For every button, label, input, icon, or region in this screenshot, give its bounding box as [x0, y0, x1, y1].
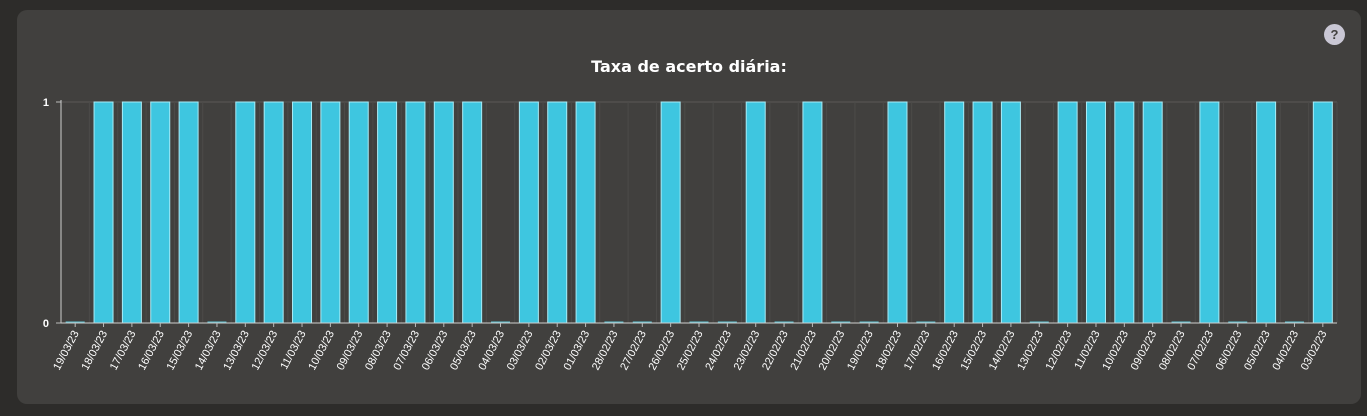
x-tick-label: 03/02/23	[1299, 329, 1330, 372]
x-tick-label: 01/03/23	[562, 329, 593, 372]
x-tick-label: 04/03/23	[476, 329, 507, 372]
bar	[1085, 101, 1106, 324]
x-tick-label: 10/03/23	[306, 329, 337, 372]
help-icon[interactable]: ?	[1324, 24, 1345, 45]
bar	[93, 101, 114, 324]
x-tick-label: 17/03/23	[108, 329, 139, 372]
bar	[377, 101, 398, 324]
bar	[405, 101, 426, 324]
chart-panel: ? Taxa de acerto diária: 0 1 19/03/23 18/03…	[17, 10, 1361, 404]
bar	[518, 101, 539, 324]
bar	[178, 101, 199, 324]
bar	[433, 101, 454, 324]
x-tick-label: 07/02/23	[1185, 329, 1216, 372]
x-tick-label: 06/02/23	[1214, 329, 1245, 372]
y-tick-label: 1	[43, 97, 49, 109]
bar	[1114, 101, 1135, 324]
x-tick-label: 03/03/23	[505, 329, 536, 372]
x-tick-label: 18/02/23	[873, 329, 904, 372]
x-tick-label: 12/02/23	[1044, 329, 1075, 372]
x-tick-label: 09/03/23	[335, 329, 366, 372]
x-tick-label: 05/03/23	[448, 329, 479, 372]
bar	[1312, 101, 1333, 324]
x-tick-label: 14/02/23	[987, 329, 1018, 372]
x-tick-label: 11/02/23	[1072, 329, 1102, 372]
x-tick-label: 04/02/23	[1270, 329, 1301, 372]
bar	[292, 101, 313, 324]
bar	[944, 101, 965, 324]
x-tick-label: 07/03/23	[391, 329, 422, 372]
x-tick-label: 20/02/23	[817, 329, 848, 372]
bar	[660, 101, 681, 324]
bar	[150, 101, 171, 324]
chart-title: Taxa de acerto diária:	[591, 57, 787, 76]
x-tick-label: 21/02/23	[788, 329, 819, 372]
bar	[1256, 101, 1277, 324]
x-tick-label: 16/02/23	[930, 329, 961, 372]
x-tick-label: 05/02/23	[1242, 329, 1273, 372]
bar	[1057, 101, 1078, 324]
bar	[1000, 101, 1021, 324]
x-tick-label: 28/02/23	[590, 329, 621, 372]
x-tick-label: 09/02/23	[1129, 329, 1160, 372]
x-tick-label: 19/02/23	[845, 329, 876, 372]
x-tick-label: 25/02/23	[675, 329, 706, 372]
bar-chart: 0 1 19/03/2318/03/2317/03/2316/03/2315/03/…	[43, 97, 1338, 372]
x-tick-label: 13/03/23	[221, 329, 252, 372]
x-tick-label: 27/02/23	[618, 329, 649, 372]
x-tick-label: 11/03/23	[278, 329, 308, 372]
bar	[348, 101, 369, 324]
axis-layer	[56, 100, 1337, 327]
x-tick-label: 02/03/23	[533, 329, 564, 372]
x-tick-label: 17/02/23	[902, 329, 933, 372]
x-tick-label: 13/02/23	[1015, 329, 1046, 372]
x-tick-label: 06/03/23	[420, 329, 451, 372]
bar	[575, 101, 596, 324]
x-tick-label: 18/03/23	[79, 329, 110, 372]
bar-layer	[65, 101, 1333, 324]
x-tick-label: 19/03/23	[51, 329, 82, 372]
bar	[263, 101, 284, 324]
x-tick-label: 14/03/23	[193, 329, 224, 372]
bar	[802, 101, 823, 324]
x-tick-label: 16/03/23	[136, 329, 167, 372]
x-tick-label: 24/02/23	[703, 329, 734, 372]
bar	[462, 101, 483, 324]
x-tick-label: 26/02/23	[647, 329, 678, 372]
bar	[320, 101, 341, 324]
bar	[235, 101, 256, 324]
x-tick-label: 22/02/23	[760, 329, 791, 372]
x-tick-label: 12/03/23	[250, 329, 281, 372]
bar	[887, 101, 908, 324]
bar	[1142, 101, 1163, 324]
x-tick-label: 15/02/23	[959, 329, 990, 372]
bar	[547, 101, 568, 324]
x-tick-label: 15/03/23	[165, 329, 196, 372]
y-tick-label: 0	[43, 318, 49, 330]
bar	[121, 101, 142, 324]
x-tick-label: 23/02/23	[732, 329, 763, 372]
bar	[745, 101, 766, 324]
bar	[972, 101, 993, 324]
bar	[1199, 101, 1220, 324]
x-tick-label: 08/03/23	[363, 329, 394, 372]
x-tick-label: 08/02/23	[1157, 329, 1188, 372]
x-tick-label: 10/02/23	[1100, 329, 1131, 372]
